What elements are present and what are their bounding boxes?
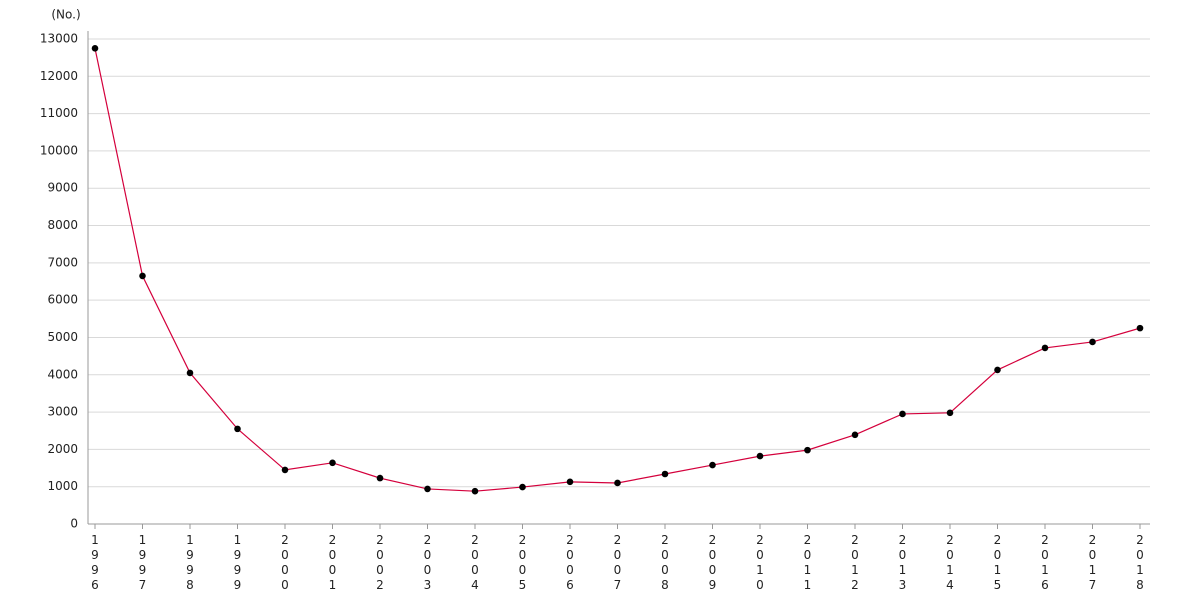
line bbox=[94, 48, 1141, 492]
y-tick-label: 4000 bbox=[47, 367, 78, 381]
y-tick-label: 2000 bbox=[47, 442, 78, 456]
x-tick-label: 2013 bbox=[896, 533, 910, 593]
marker bbox=[376, 474, 384, 482]
y-tick-label: 1000 bbox=[47, 479, 78, 493]
x-tick-label: 2010 bbox=[753, 533, 767, 593]
y-tick-label: 8000 bbox=[47, 218, 78, 232]
y-tick-label: 3000 bbox=[47, 405, 78, 419]
marker bbox=[661, 470, 669, 478]
marker bbox=[1041, 344, 1049, 352]
y-tick-label: 12000 bbox=[40, 69, 78, 83]
marker bbox=[139, 272, 146, 280]
marker bbox=[756, 452, 764, 460]
x-tick-label: 2015 bbox=[991, 533, 1005, 593]
y-tick-label: 11000 bbox=[40, 106, 78, 120]
marker bbox=[1136, 324, 1144, 332]
marker bbox=[519, 483, 526, 491]
x-tick-label: 2018 bbox=[1133, 533, 1147, 593]
marker bbox=[424, 485, 431, 493]
marker bbox=[994, 366, 1001, 374]
marker bbox=[186, 369, 194, 377]
y-tick-label: 5000 bbox=[47, 330, 78, 344]
x-tick-label: 2005 bbox=[516, 533, 530, 593]
marker bbox=[946, 409, 954, 417]
y-tick-label: 9000 bbox=[47, 181, 78, 195]
x-tick-label: 1997 bbox=[136, 533, 150, 593]
x-tick-label: 1996 bbox=[88, 533, 102, 593]
x-tick-label: 2001 bbox=[326, 533, 340, 593]
marker bbox=[1089, 338, 1096, 346]
x-tick-label: 2002 bbox=[373, 533, 387, 593]
x-tick-label: 2008 bbox=[658, 533, 672, 593]
y-tick-label: 10000 bbox=[40, 143, 78, 157]
x-tick-label: 1999 bbox=[231, 533, 245, 593]
marker bbox=[471, 487, 479, 495]
y-tick-label: 7000 bbox=[47, 255, 78, 269]
x-tick-label: 2009 bbox=[706, 533, 720, 593]
y-tick-label: 13000 bbox=[40, 32, 78, 46]
x-tick-label: 2012 bbox=[848, 533, 862, 593]
x-tick-label: 2004 bbox=[468, 533, 482, 593]
marker bbox=[91, 45, 99, 52]
x-tick-label: 2014 bbox=[943, 533, 957, 593]
x-tick-label: 2000 bbox=[278, 533, 292, 593]
marker bbox=[234, 425, 241, 433]
marker bbox=[614, 479, 621, 487]
marker bbox=[709, 461, 716, 469]
marker bbox=[851, 431, 859, 439]
marker bbox=[804, 446, 811, 454]
x-tick-label: 2016 bbox=[1038, 533, 1052, 593]
marker bbox=[899, 410, 906, 418]
marker bbox=[566, 478, 574, 486]
y-tick-label: 6000 bbox=[47, 293, 78, 307]
marker bbox=[329, 459, 336, 467]
x-tick-label: 2011 bbox=[801, 533, 815, 593]
y-tick-label: 0 bbox=[70, 517, 78, 531]
marker bbox=[281, 466, 289, 474]
x-tick-label: 2006 bbox=[563, 533, 577, 593]
x-tick-label: 1998 bbox=[183, 533, 197, 593]
x-tick-label: 2007 bbox=[611, 533, 625, 593]
x-tick-label: 2003 bbox=[421, 533, 435, 593]
x-tick-label: 2017 bbox=[1086, 533, 1100, 593]
y-axis-label: (No.) bbox=[51, 8, 80, 22]
